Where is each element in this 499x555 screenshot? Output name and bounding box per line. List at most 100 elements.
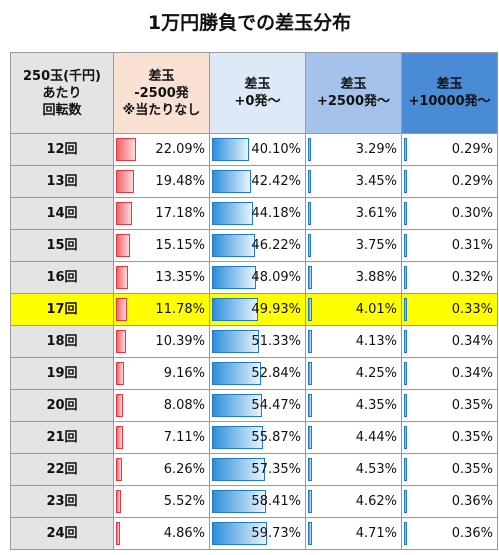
value-cell: 52.84% <box>209 357 306 390</box>
value-cell: 59.73% <box>209 517 306 550</box>
value-label: 0.30% <box>451 206 493 221</box>
row-label: 13回 <box>10 165 114 198</box>
bar-positive <box>404 234 407 257</box>
bar-positive <box>404 394 407 417</box>
bar-positive <box>212 298 258 321</box>
header-line: 差玉 <box>436 77 463 92</box>
value-label: 0.29% <box>451 174 493 189</box>
bar-positive <box>308 170 311 193</box>
table-row: 21回 7.11% 55.87% 4.44% 0.35% <box>10 421 498 454</box>
value-cell: 54.47% <box>209 389 306 422</box>
value-cell: 4.86% <box>113 517 210 550</box>
bar-negative <box>116 362 124 385</box>
value-cell: 4.01% <box>305 293 402 326</box>
row-label: 23回 <box>10 485 114 518</box>
value-label: 48.09% <box>251 270 301 285</box>
value-label: 52.84% <box>251 366 301 381</box>
value-label: 0.36% <box>451 494 493 509</box>
value-label: 4.01% <box>355 302 397 317</box>
value-label: 0.35% <box>451 430 493 445</box>
value-label: 19.48% <box>155 174 205 189</box>
bar-positive <box>308 458 312 481</box>
value-cell: 4.53% <box>305 453 402 486</box>
header-line: 差玉 <box>244 77 271 92</box>
value-cell: 4.25% <box>305 357 402 390</box>
bar-negative <box>116 202 132 225</box>
value-cell: 58.41% <box>209 485 306 518</box>
header-line: +10000発～ <box>408 94 491 109</box>
value-cell: 3.29% <box>305 133 402 166</box>
bar-positive <box>404 522 407 545</box>
value-cell: 11.78% <box>113 293 210 326</box>
bar-positive <box>404 426 407 449</box>
header-line: +2500発～ <box>316 94 391 109</box>
value-label: 4.53% <box>355 462 397 477</box>
value-label: 0.34% <box>451 366 493 381</box>
bar-positive <box>212 362 261 385</box>
table-row: 13回 19.48% 42.42% 3.45% 0.29% <box>10 165 498 198</box>
value-cell: 17.18% <box>113 197 210 230</box>
value-label: 0.35% <box>451 462 493 477</box>
header-col-3: 差玉 +2500発～ <box>305 52 402 134</box>
value-label: 3.45% <box>355 174 397 189</box>
value-cell: 0.30% <box>401 197 498 230</box>
value-cell: 0.36% <box>401 485 498 518</box>
value-cell: 4.44% <box>305 421 402 454</box>
bar-negative <box>116 394 123 417</box>
table-row: 19回 9.16% 52.84% 4.25% 0.34% <box>10 357 498 390</box>
value-cell: 4.71% <box>305 517 402 550</box>
value-cell: 48.09% <box>209 261 306 294</box>
value-label: 11.78% <box>155 302 205 317</box>
table-row: 22回 6.26% 57.35% 4.53% 0.35% <box>10 453 498 486</box>
value-label: 3.29% <box>355 142 397 157</box>
row-label: 17回 <box>10 293 114 326</box>
value-label: 10.39% <box>155 334 205 349</box>
value-label: 58.41% <box>251 494 301 509</box>
bar-positive <box>308 522 312 545</box>
value-label: 3.61% <box>355 206 397 221</box>
value-cell: 0.33% <box>401 293 498 326</box>
bar-negative <box>116 490 121 513</box>
bar-positive <box>404 490 407 513</box>
value-cell: 5.52% <box>113 485 210 518</box>
value-cell: 0.34% <box>401 357 498 390</box>
value-label: 54.47% <box>251 398 301 413</box>
bar-positive <box>212 202 253 225</box>
value-cell: 8.08% <box>113 389 210 422</box>
bar-positive <box>404 330 407 353</box>
value-cell: 0.36% <box>401 517 498 550</box>
bar-positive <box>308 330 312 353</box>
bar-positive <box>308 138 311 161</box>
bar-positive <box>308 490 312 513</box>
distribution-table: 250玉(千円) あたり 回転数 差玉 -2500発 ※当たりなし 差玉 +0発～ 差玉 +250… <box>10 52 498 550</box>
bar-positive <box>212 138 249 161</box>
row-label: 15回 <box>10 229 114 262</box>
bar-positive <box>212 490 266 513</box>
row-label: 16回 <box>10 261 114 294</box>
header-line: あたり <box>42 85 82 101</box>
value-label: 22.09% <box>155 142 205 157</box>
bar-positive <box>212 330 259 353</box>
value-label: 17.18% <box>155 206 205 221</box>
value-label: 13.35% <box>155 270 205 285</box>
bar-positive <box>212 266 256 289</box>
table-row: 20回 8.08% 54.47% 4.35% 0.35% <box>10 389 498 422</box>
value-label: 44.18% <box>251 206 301 221</box>
value-cell: 42.42% <box>209 165 306 198</box>
value-cell: 0.31% <box>401 229 498 262</box>
bar-positive <box>308 426 312 449</box>
header-col-1: 差玉 -2500発 ※当たりなし <box>113 52 210 134</box>
value-cell: 57.35% <box>209 453 306 486</box>
value-cell: 4.13% <box>305 325 402 358</box>
value-cell: 0.34% <box>401 325 498 358</box>
bar-positive <box>308 394 312 417</box>
bar-negative <box>116 138 136 161</box>
bar-negative <box>116 266 128 289</box>
value-label: 4.25% <box>355 366 397 381</box>
value-label: 4.44% <box>355 430 397 445</box>
header-line: 250玉(千円) <box>22 68 102 84</box>
header-line: -2500発 <box>134 85 189 101</box>
row-label: 19回 <box>10 357 114 390</box>
row-label: 18回 <box>10 325 114 358</box>
header-line: +0発～ <box>234 94 281 109</box>
